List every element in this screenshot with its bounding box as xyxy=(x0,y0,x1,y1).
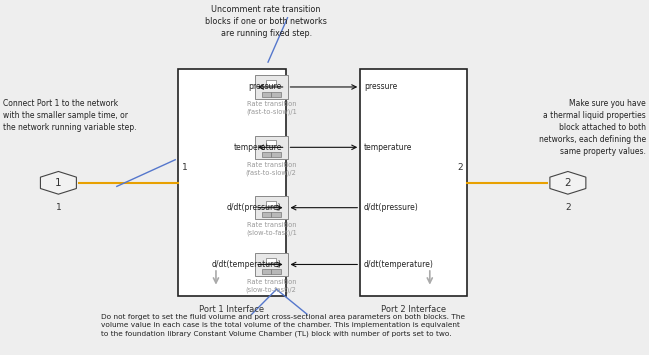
Bar xyxy=(178,69,286,296)
Text: d/dt(temperature): d/dt(temperature) xyxy=(212,260,282,269)
Text: d/dt(pressure): d/dt(pressure) xyxy=(227,203,282,212)
Text: temperature: temperature xyxy=(364,143,413,152)
Text: 2: 2 xyxy=(565,203,570,212)
Bar xyxy=(271,152,281,157)
Text: 2: 2 xyxy=(565,178,571,188)
Text: 2: 2 xyxy=(458,163,463,172)
Text: temperature: temperature xyxy=(233,143,282,152)
Bar xyxy=(266,258,276,263)
Bar xyxy=(271,269,281,274)
Text: Rate transition
(slow-to-fast)/1: Rate transition (slow-to-fast)/1 xyxy=(246,222,297,236)
Bar xyxy=(255,196,288,219)
Text: Make sure you have
a thermal liquid properties
block attached to both
networks, : Make sure you have a thermal liquid prop… xyxy=(539,99,646,155)
Bar xyxy=(266,80,276,85)
Text: Uncomment rate transition
blocks if one or both networks
are running fixed step.: Uncomment rate transition blocks if one … xyxy=(205,5,327,38)
Bar xyxy=(255,75,288,98)
Text: Do not forget to set the fluid volume and port cross-sectional area parameters o: Do not forget to set the fluid volume an… xyxy=(101,314,465,337)
Text: Rate transition
(fast-to-slow)/1: Rate transition (fast-to-slow)/1 xyxy=(246,102,297,115)
Bar xyxy=(266,141,276,146)
Text: d/dt(temperature): d/dt(temperature) xyxy=(364,260,434,269)
Text: Port 1 Interface: Port 1 Interface xyxy=(199,305,265,314)
Bar xyxy=(271,212,281,217)
Polygon shape xyxy=(550,171,586,194)
Text: 1: 1 xyxy=(56,203,61,212)
Polygon shape xyxy=(40,171,77,194)
Text: Connect Port 1 to the network
with the smaller sample time, or
the network runni: Connect Port 1 to the network with the s… xyxy=(3,99,137,132)
Text: d/dt(pressure): d/dt(pressure) xyxy=(364,203,419,212)
Bar xyxy=(266,201,276,206)
Bar xyxy=(262,269,271,274)
Text: 1: 1 xyxy=(55,178,62,188)
Text: pressure: pressure xyxy=(364,82,397,92)
Bar xyxy=(255,253,288,276)
Bar xyxy=(360,69,467,296)
Bar xyxy=(271,92,281,97)
Text: pressure: pressure xyxy=(249,82,282,92)
Bar xyxy=(262,212,271,217)
Text: Port 2 Interface: Port 2 Interface xyxy=(381,305,447,314)
Bar xyxy=(262,92,271,97)
Text: 1: 1 xyxy=(182,163,188,172)
Bar xyxy=(262,152,271,157)
Text: Rate transition
(slow-to-fast)/2: Rate transition (slow-to-fast)/2 xyxy=(246,279,297,293)
Text: Rate transition
(fast-to-slow)/2: Rate transition (fast-to-slow)/2 xyxy=(246,162,297,176)
Bar xyxy=(255,136,288,159)
